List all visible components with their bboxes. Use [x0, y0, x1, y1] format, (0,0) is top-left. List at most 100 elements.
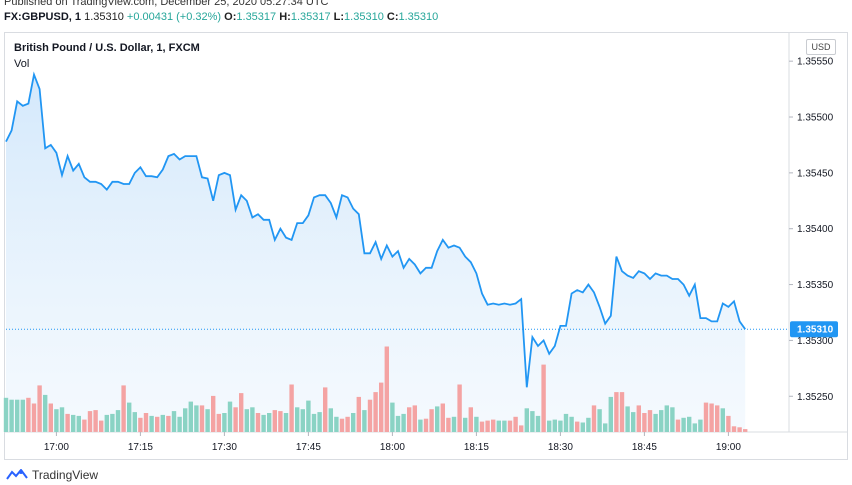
volume-bar: [423, 418, 429, 432]
volume-bar: [395, 415, 401, 432]
volume-bar: [687, 416, 692, 432]
volume-bar: [211, 395, 216, 432]
volume-bar: [48, 403, 53, 432]
volume-bar: [502, 420, 507, 432]
footer-brand[interactable]: TradingView: [6, 468, 98, 482]
volume-bar: [603, 423, 608, 432]
volume-bar: [188, 401, 193, 432]
y-tick-label: 1.35500: [797, 113, 834, 124]
volume-bar: [9, 399, 14, 432]
volume-bar: [110, 413, 115, 432]
volume-bar: [99, 420, 104, 432]
volume-bar: [591, 405, 597, 432]
volume-bar: [580, 422, 585, 432]
volume-bar: [93, 410, 98, 432]
change-value: +0.00431 (+0.32%): [126, 11, 222, 23]
volume-bar: [283, 413, 289, 432]
volume-bar: [289, 384, 294, 432]
volume-bar: [479, 421, 485, 432]
volume-bar: [351, 413, 356, 432]
volume-bar: [451, 416, 457, 432]
footer-brand-label: TradingView: [32, 468, 99, 482]
volume-bar: [272, 410, 277, 432]
volume-bar: [552, 419, 557, 432]
volume-bar: [636, 405, 641, 432]
volume-bar: [491, 419, 496, 432]
x-tick-label: 17:00: [44, 442, 69, 453]
symbol-label: FX:GBPUSD, 1: [4, 11, 82, 23]
volume-bar: [250, 407, 255, 432]
volume-bar: [104, 414, 109, 432]
volume-bar: [463, 417, 468, 433]
volume-bar: [569, 416, 574, 432]
volume-bar: [384, 346, 389, 432]
y-tick-label: 1.35300: [797, 336, 834, 347]
volume-bar: [390, 402, 395, 432]
low-value: 1.35310: [344, 11, 384, 23]
volume-bar: [614, 392, 619, 432]
volume-bar: [519, 425, 524, 432]
volume-bar: [367, 399, 373, 432]
volume-bar: [468, 407, 473, 432]
volume-bar: [653, 413, 658, 432]
volume-bar: [541, 364, 546, 433]
low-label: L:: [333, 11, 345, 23]
volume-bar: [345, 416, 350, 432]
currency-button[interactable]: USD: [806, 39, 836, 55]
x-tick-label: 18:00: [380, 442, 405, 453]
volume-bar: [43, 394, 48, 432]
volume-bar: [216, 413, 221, 432]
x-tick-label: 18:30: [548, 442, 573, 453]
volume-bar: [26, 397, 31, 432]
volume-bar: [300, 409, 305, 432]
volume-bar: [194, 405, 199, 432]
volume-bar: [244, 409, 249, 432]
volume-bar: [15, 399, 20, 432]
volume-bar: [412, 405, 417, 432]
volume-bar: [575, 421, 580, 432]
volume-bar: [597, 409, 602, 432]
volume-bar: [143, 413, 149, 432]
volume-bar: [54, 409, 59, 432]
volume-bar: [317, 412, 322, 432]
volume-bar: [166, 415, 171, 432]
quote-bar: FX:GBPUSD, 1 1.35310 +0.00431 (+0.32%) O…: [4, 11, 438, 23]
volume-bar: [401, 413, 406, 432]
volume-bar: [20, 399, 25, 432]
volume-bar: [339, 418, 345, 432]
volume-bar: [625, 406, 630, 432]
volume-bar: [278, 411, 283, 432]
price-line: [5, 71, 746, 388]
open-value: 1.35317: [236, 11, 277, 23]
volume-bar: [379, 382, 384, 432]
volume-label: Vol: [14, 58, 30, 70]
volume-bar: [535, 415, 541, 432]
volume-bar: [692, 423, 697, 432]
volume-bar: [631, 412, 636, 432]
volume-bar: [485, 420, 490, 432]
last-price-label: 1.35310: [797, 325, 834, 336]
volume-bar: [138, 417, 143, 433]
volume-bar: [513, 416, 518, 432]
volume-bar: [743, 429, 748, 432]
x-tick-label: 17:15: [128, 442, 153, 453]
volume-bar: [703, 402, 709, 432]
volume-bar: [563, 413, 569, 432]
open-label: O:: [224, 11, 237, 23]
volume-bar: [642, 413, 647, 432]
volume-bar: [407, 407, 412, 432]
last-value: 1.35310: [84, 11, 124, 23]
volume-bar: [709, 403, 714, 432]
volume-bar: [675, 419, 681, 432]
volume-bar: [446, 417, 451, 433]
volume-bar: [311, 413, 317, 432]
volume-bar: [530, 411, 535, 432]
volume-bar: [199, 405, 205, 432]
volume-bar: [373, 392, 378, 432]
volume-bar: [715, 405, 720, 432]
close-value: 1.35310: [398, 11, 439, 23]
volume-bar: [731, 426, 737, 432]
volume-bar: [171, 411, 177, 432]
volume-bar: [547, 420, 552, 432]
